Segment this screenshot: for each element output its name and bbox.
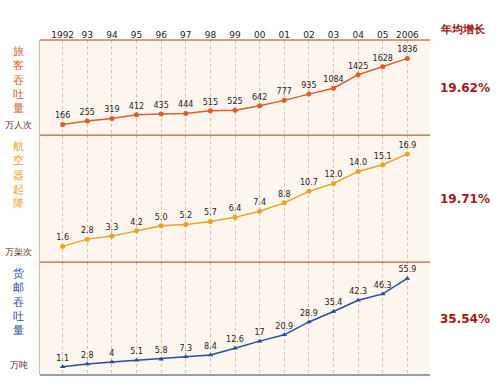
svg-text:42.3: 42.3 bbox=[349, 287, 367, 296]
svg-text:777: 777 bbox=[277, 87, 292, 96]
svg-text:17: 17 bbox=[255, 328, 265, 337]
svg-text:95: 95 bbox=[131, 30, 142, 40]
svg-text:1628: 1628 bbox=[373, 54, 393, 63]
svg-text:5.7: 5.7 bbox=[204, 208, 217, 217]
svg-text:10.7: 10.7 bbox=[300, 178, 318, 187]
svg-text:515: 515 bbox=[203, 98, 218, 107]
svg-text:642: 642 bbox=[252, 93, 267, 102]
svg-text:1992: 1992 bbox=[51, 30, 74, 40]
svg-text:55.9: 55.9 bbox=[398, 265, 416, 274]
svg-text:7.4: 7.4 bbox=[253, 198, 266, 207]
svg-text:99: 99 bbox=[229, 30, 241, 40]
svg-text:1425: 1425 bbox=[348, 62, 368, 71]
svg-text:1836: 1836 bbox=[397, 45, 417, 54]
svg-text:万吨: 万吨 bbox=[10, 360, 28, 370]
svg-text:94: 94 bbox=[106, 30, 118, 40]
svg-text:435: 435 bbox=[153, 101, 168, 110]
svg-text:98: 98 bbox=[205, 30, 217, 40]
svg-text:935: 935 bbox=[301, 81, 316, 90]
svg-text:年均增长: 年均增长 bbox=[440, 23, 486, 36]
svg-text:8.4: 8.4 bbox=[204, 342, 217, 351]
svg-text:3.3: 3.3 bbox=[106, 223, 119, 232]
svg-text:14.0: 14.0 bbox=[349, 158, 367, 167]
svg-text:444: 444 bbox=[178, 100, 193, 109]
svg-text:6.4: 6.4 bbox=[229, 204, 242, 213]
svg-text:7.3: 7.3 bbox=[179, 344, 192, 353]
svg-text:255: 255 bbox=[80, 108, 95, 117]
svg-text:02: 02 bbox=[303, 30, 314, 40]
svg-text:12.0: 12.0 bbox=[325, 170, 343, 179]
svg-text:8.8: 8.8 bbox=[278, 190, 291, 199]
svg-text:2.8: 2.8 bbox=[81, 351, 94, 360]
svg-text:1.6: 1.6 bbox=[56, 233, 69, 242]
svg-text:20.9: 20.9 bbox=[275, 322, 293, 331]
svg-text:93: 93 bbox=[82, 30, 93, 40]
svg-text:15.1: 15.1 bbox=[374, 152, 392, 161]
svg-text:12.6: 12.6 bbox=[226, 335, 244, 344]
svg-text:01: 01 bbox=[279, 30, 290, 40]
svg-text:35.4: 35.4 bbox=[325, 298, 343, 307]
svg-text:35.54%: 35.54% bbox=[440, 312, 490, 326]
svg-text:5.8: 5.8 bbox=[155, 346, 168, 355]
svg-text:525: 525 bbox=[227, 97, 242, 106]
svg-text:4.2: 4.2 bbox=[130, 218, 143, 227]
svg-text:412: 412 bbox=[129, 102, 144, 111]
svg-text:96: 96 bbox=[155, 30, 167, 40]
svg-text:00: 00 bbox=[254, 30, 266, 40]
svg-text:46.3: 46.3 bbox=[374, 281, 392, 290]
svg-text:319: 319 bbox=[104, 105, 119, 114]
svg-text:5.0: 5.0 bbox=[155, 213, 168, 222]
svg-text:03: 03 bbox=[328, 30, 339, 40]
svg-text:05: 05 bbox=[377, 30, 388, 40]
svg-text:28.9: 28.9 bbox=[300, 309, 318, 318]
svg-text:2006: 2006 bbox=[396, 30, 419, 40]
svg-text:航空器起降: 航空器起降 bbox=[13, 140, 24, 210]
svg-text:19.62%: 19.62% bbox=[440, 81, 490, 95]
svg-text:04: 04 bbox=[352, 30, 364, 40]
svg-text:5.1: 5.1 bbox=[130, 347, 143, 356]
svg-text:5.2: 5.2 bbox=[179, 211, 192, 220]
svg-text:货邮吞吐量: 货邮吞吐量 bbox=[13, 267, 24, 337]
svg-text:166: 166 bbox=[55, 111, 70, 120]
svg-text:16.9: 16.9 bbox=[398, 141, 416, 150]
svg-text:万人次: 万人次 bbox=[5, 120, 32, 130]
svg-text:4: 4 bbox=[109, 349, 114, 358]
svg-text:19.71%: 19.71% bbox=[440, 192, 490, 206]
svg-text:2.8: 2.8 bbox=[81, 226, 94, 235]
svg-text:1084: 1084 bbox=[323, 75, 343, 84]
svg-text:万架次: 万架次 bbox=[5, 247, 32, 257]
svg-text:1.1: 1.1 bbox=[56, 354, 69, 363]
svg-text:97: 97 bbox=[180, 30, 191, 40]
svg-text:旅客吞吐量: 旅客吞吐量 bbox=[13, 45, 24, 115]
